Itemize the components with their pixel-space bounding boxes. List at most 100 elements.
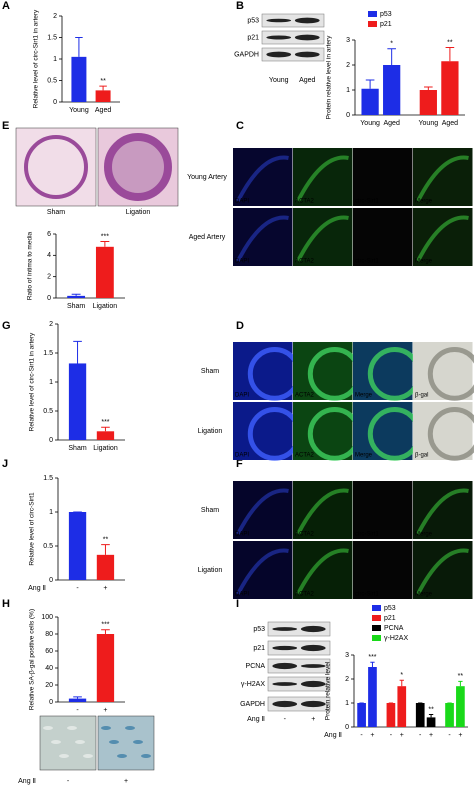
channel-label: Merge (355, 453, 373, 459)
tissue (416, 548, 469, 595)
legend-swatch (372, 625, 381, 631)
x-tick-label: + (400, 732, 404, 739)
blot-band (300, 680, 326, 688)
blot-band (266, 51, 292, 58)
micrograph (97, 715, 155, 771)
channel-label: DAPI (235, 199, 249, 205)
significance: ** (447, 39, 453, 46)
error-bar (101, 426, 110, 432)
panel-letter: E (2, 120, 9, 132)
y-tick-label: 40 (45, 665, 53, 672)
bar (95, 90, 111, 102)
bar (96, 431, 115, 440)
y-tick-label: 1 (49, 509, 53, 516)
y-tick-label: 1 (346, 87, 350, 94)
y-tick-label: 0 (346, 112, 350, 119)
row-label: Young Artery (187, 174, 227, 181)
y-tick-label: 0 (345, 724, 349, 731)
significance: * (390, 41, 393, 48)
bar (415, 703, 425, 727)
channel-label: DAPI (235, 259, 249, 265)
error-bar (399, 679, 404, 687)
blot-band (272, 700, 298, 708)
channel-label: ACTA2 (295, 393, 315, 399)
blot-band (272, 682, 298, 686)
y-axis-label: Relative level of circ-Sirt1 (29, 492, 36, 566)
y-tick-label: 2 (346, 62, 350, 69)
panel-letter: B (236, 0, 244, 12)
blot-label: GAPDH (240, 701, 265, 708)
bar (441, 61, 459, 115)
channel-label: ACTA2 (295, 592, 315, 598)
x-tick-label: + (370, 732, 374, 739)
y-tick-label: 1 (53, 56, 57, 63)
tissue (236, 155, 289, 202)
legend-swatch (368, 21, 377, 27)
y-tick-label: 0 (49, 577, 53, 584)
blot-xlabel: Ang Ⅱ (247, 716, 265, 723)
legend-swatch (372, 635, 381, 641)
x-tick-label: Young (419, 120, 439, 127)
bar (386, 703, 396, 727)
lane-label: + (311, 716, 315, 723)
panel-letter: H (2, 598, 10, 610)
y-tick-label: 0 (53, 99, 57, 106)
blot-strip (261, 47, 325, 62)
blot-strip (261, 30, 325, 45)
channel-label: β-gal (415, 453, 428, 459)
blot-strip (267, 640, 331, 656)
x-axis-label: Ang Ⅱ (324, 732, 342, 739)
bar (383, 65, 401, 115)
blot-strip (267, 658, 331, 674)
x-tick-label: Ligation (93, 303, 118, 310)
x-tick-label: + (103, 707, 107, 714)
cell (59, 754, 69, 758)
image-label: - (67, 778, 70, 785)
bar (68, 512, 87, 580)
image-label: Sham (47, 209, 65, 216)
bar (96, 634, 115, 702)
tissue (236, 548, 289, 595)
legend-swatch (372, 605, 381, 611)
y-tick-label: 2 (345, 676, 349, 683)
y-axis-label: Protein relative level (325, 661, 332, 720)
error-bar (445, 47, 455, 62)
y-tick-label: 3 (345, 652, 349, 659)
tissue (296, 548, 349, 595)
tissue (236, 215, 289, 262)
channel-label: Merge (415, 259, 433, 265)
bar (419, 90, 437, 115)
cell (133, 740, 143, 744)
y-tick-label: 1.5 (47, 34, 57, 41)
y-tick-label: 6 (47, 231, 51, 238)
bar (68, 363, 87, 440)
y-tick-label: 100 (41, 614, 53, 621)
blot-band (294, 51, 320, 58)
x-tick-label: Aged (383, 120, 399, 127)
panel-letter: G (2, 320, 11, 332)
y-tick-label: 0 (49, 699, 53, 706)
blot-label: p53 (253, 626, 265, 633)
legend-label: p21 (384, 615, 396, 622)
y-tick-label: 3 (346, 37, 350, 44)
y-axis-label: Protein relative level in artery (326, 35, 333, 120)
y-tick-label: 2 (47, 274, 51, 281)
micrograph (353, 208, 413, 266)
panel-letter: D (236, 320, 244, 332)
panel-letter: C (236, 120, 244, 132)
tissue (236, 488, 289, 535)
x-tick-label: Aged (95, 107, 111, 114)
x-tick-label: + (103, 585, 107, 592)
panel-letter: F (236, 458, 243, 470)
vessel-ring (104, 133, 172, 201)
error-bar (73, 340, 82, 364)
blot-band (300, 644, 326, 652)
legend-label: γ-H2AX (384, 635, 408, 642)
error-bar (424, 86, 433, 90)
cell (51, 740, 61, 744)
blot-band (300, 700, 326, 708)
y-tick-label: 1.5 (43, 350, 53, 357)
row-label: Ligation (198, 428, 223, 435)
x-axis-label: Ang Ⅱ (28, 585, 46, 592)
